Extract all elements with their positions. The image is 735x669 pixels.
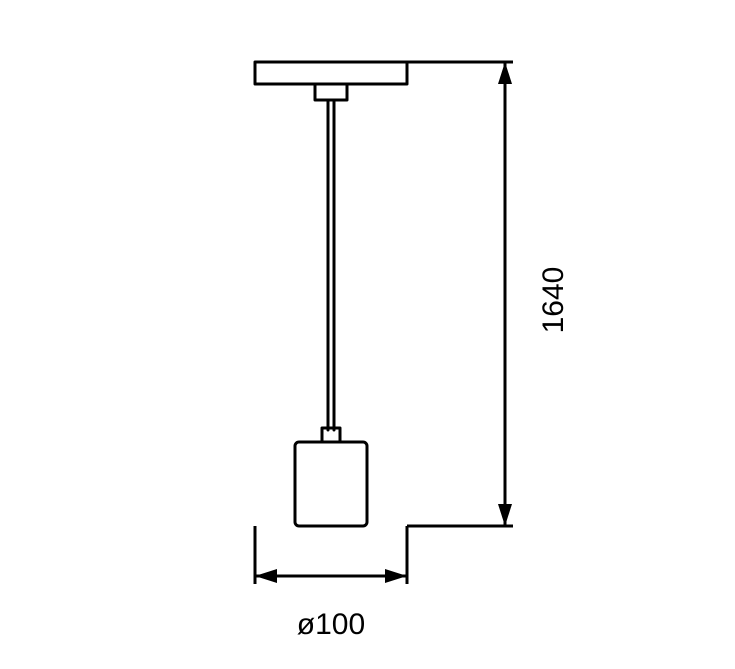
dimensions: 1640 ø100 bbox=[255, 62, 570, 641]
luminaire-outline bbox=[255, 62, 407, 526]
pendant-lamp-diagram: 1640 ø100 bbox=[0, 0, 735, 669]
canopy bbox=[255, 62, 407, 84]
socket-body bbox=[295, 442, 367, 526]
socket-cap bbox=[322, 428, 340, 442]
dim-height-label: 1640 bbox=[537, 267, 570, 334]
neck bbox=[315, 84, 347, 100]
dim-diameter-label: ø100 bbox=[297, 608, 365, 641]
